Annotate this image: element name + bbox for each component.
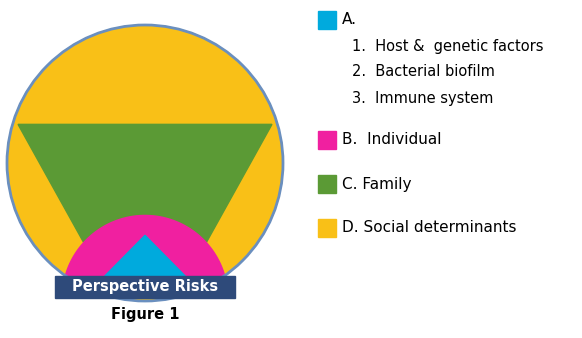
Text: 3.  Immune system: 3. Immune system: [352, 91, 494, 105]
Text: B.  Individual: B. Individual: [342, 132, 442, 147]
Text: C. Family: C. Family: [342, 176, 411, 192]
Text: 2.  Bacterial biofilm: 2. Bacterial biofilm: [352, 65, 495, 79]
Polygon shape: [318, 175, 336, 193]
Circle shape: [7, 25, 283, 301]
Polygon shape: [318, 131, 336, 149]
Polygon shape: [318, 11, 336, 29]
Polygon shape: [55, 276, 235, 298]
Polygon shape: [318, 219, 336, 237]
Polygon shape: [62, 215, 228, 298]
Text: Figure 1: Figure 1: [111, 307, 179, 321]
Text: Perspective Risks: Perspective Risks: [72, 280, 218, 294]
Polygon shape: [18, 124, 272, 298]
Text: A.: A.: [342, 13, 357, 27]
Polygon shape: [83, 235, 207, 298]
Text: 1.  Host &  genetic factors: 1. Host & genetic factors: [352, 39, 544, 53]
Text: D. Social determinants: D. Social determinants: [342, 220, 516, 236]
